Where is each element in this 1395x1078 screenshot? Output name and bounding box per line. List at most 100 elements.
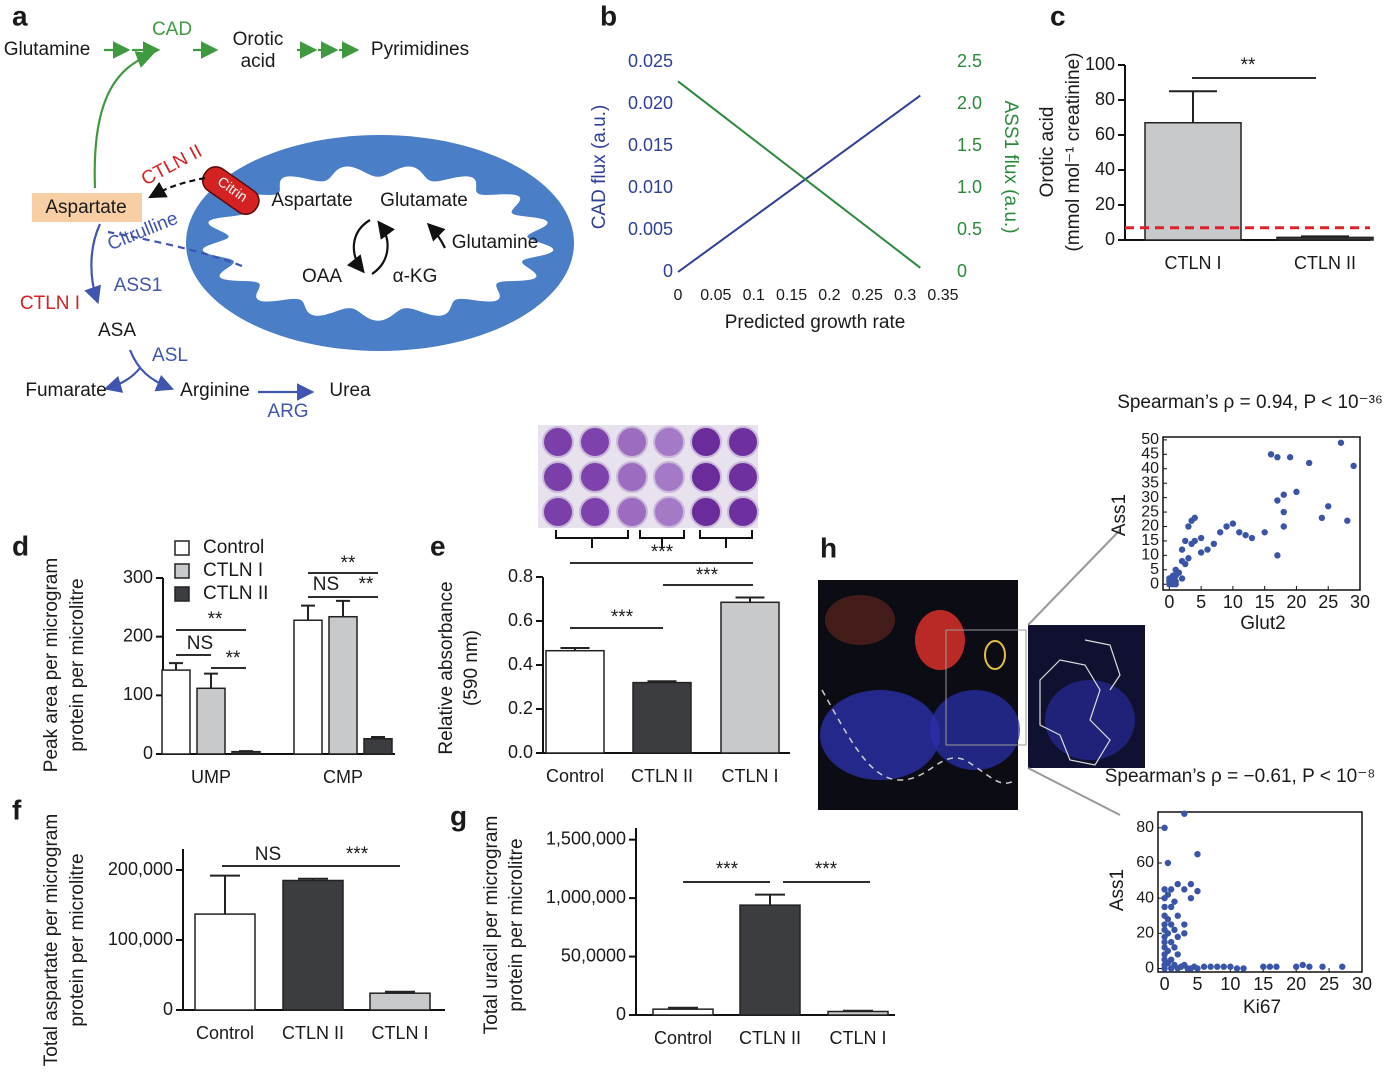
y-tick-label: 40 — [1136, 889, 1154, 906]
x-axis-label: Ki67 — [1243, 997, 1281, 1018]
x-tick-label: 15 — [1253, 974, 1273, 994]
x-tick-label: 5 — [1196, 592, 1206, 612]
arrows — [84, 41, 446, 401]
y-axis-label: Ass1 — [1109, 494, 1130, 536]
significance-label: ** — [208, 609, 223, 630]
diagram-label: Pyrimidines — [371, 39, 469, 60]
legend-label: CTLN I — [203, 560, 263, 581]
y-axis-label: (590 nm) — [461, 630, 482, 706]
error-bar — [755, 893, 785, 906]
y-tick-label: 0.2 — [508, 698, 533, 718]
point — [1319, 963, 1326, 970]
point — [1191, 537, 1198, 545]
point — [1164, 916, 1172, 923]
y2-tick-label: 1.0 — [957, 177, 982, 197]
well — [727, 426, 759, 458]
point — [1214, 963, 1221, 970]
y-tick-label: 0.015 — [628, 135, 673, 155]
x-tick-label: 0.3 — [894, 287, 916, 304]
x-tick-label: 5 — [1192, 974, 1202, 994]
well — [579, 496, 611, 528]
diagram-label: CTLN I — [20, 293, 80, 314]
point — [1164, 891, 1172, 898]
y-axis-label: protein per microlitre — [506, 838, 527, 1011]
point — [1194, 850, 1201, 858]
panel-label: f — [12, 794, 22, 825]
point — [1248, 534, 1256, 542]
y-tick-label: 20 — [1141, 518, 1159, 535]
well — [616, 426, 648, 458]
point — [1306, 963, 1313, 970]
well — [690, 461, 722, 493]
plot-frame — [1162, 436, 1361, 591]
y-tick-label: 1,500,000 — [546, 828, 626, 848]
point — [1210, 540, 1218, 548]
point — [1299, 961, 1306, 969]
error-bar — [301, 604, 315, 621]
error-bar — [1169, 90, 1217, 123]
x-axis-label: Glut2 — [1240, 613, 1285, 634]
x-tick-label: 30 — [1352, 974, 1372, 994]
legend-label: Control — [203, 537, 264, 558]
well — [542, 426, 574, 458]
diagram-label: α-KG — [393, 266, 438, 287]
y2-tick-label: 2.5 — [957, 51, 982, 71]
diagram-label: Arginine — [180, 380, 250, 401]
y-tick-label: 30 — [1141, 489, 1159, 506]
bar — [328, 615, 358, 755]
error-bar — [204, 672, 218, 689]
bar — [739, 904, 801, 1016]
diagram-label: Glutamate — [380, 190, 468, 211]
y-tick-label: 45 — [1141, 446, 1159, 463]
point — [1197, 534, 1205, 542]
x-tick-label: 0 — [1164, 592, 1174, 612]
point — [1305, 459, 1313, 467]
bar — [545, 649, 605, 754]
x-tick-label: CTLN I — [721, 766, 778, 786]
y-tick-label: 0.8 — [508, 566, 533, 586]
point — [1197, 549, 1205, 556]
data-line — [677, 94, 921, 273]
y-tick-label: 10 — [1141, 547, 1159, 564]
point — [1161, 886, 1168, 893]
y-axis-label: Total uracil per microgram — [481, 816, 502, 1035]
x-tick-label: Control — [654, 1028, 712, 1048]
error-bar — [647, 680, 677, 683]
point — [1167, 903, 1175, 911]
point — [1174, 880, 1181, 888]
point — [1161, 903, 1168, 911]
significance-label: *** — [611, 607, 634, 628]
significance-label: NS — [255, 844, 281, 865]
point — [1164, 947, 1172, 955]
diagram-label: Aspartate — [271, 190, 352, 211]
x-tick-label: 0.35 — [927, 287, 958, 304]
y-tick-label: 100,000 — [108, 929, 173, 949]
y-tick-label: 0.6 — [508, 610, 533, 630]
x-tick-label: 10 — [1223, 592, 1243, 612]
point — [1266, 963, 1274, 970]
y-tick-label: 0 — [1150, 575, 1159, 592]
y2-tick-label: 0 — [957, 261, 967, 281]
point — [1167, 921, 1175, 928]
bar — [632, 681, 692, 754]
plot-frame — [1157, 811, 1363, 973]
well — [579, 426, 611, 458]
y-tick-label: 35 — [1141, 474, 1159, 491]
error-bar — [298, 877, 328, 881]
y-tick-label: 40 — [1141, 460, 1159, 477]
point — [1344, 517, 1351, 524]
error-bar — [385, 990, 415, 994]
y-tick-label: 0 — [1145, 960, 1154, 977]
point — [1280, 491, 1287, 498]
nuclei — [930, 690, 1020, 770]
y-tick-label: 200,000 — [108, 859, 173, 879]
y-tick-label: 200 — [123, 625, 153, 645]
x-tick-label: 0.2 — [818, 287, 840, 304]
significance-label: *** — [716, 859, 739, 880]
y-axis-label: protein per microlitre — [67, 578, 88, 751]
well — [579, 461, 611, 493]
error-bar — [371, 735, 385, 739]
point — [1167, 579, 1174, 586]
point — [1280, 508, 1287, 516]
